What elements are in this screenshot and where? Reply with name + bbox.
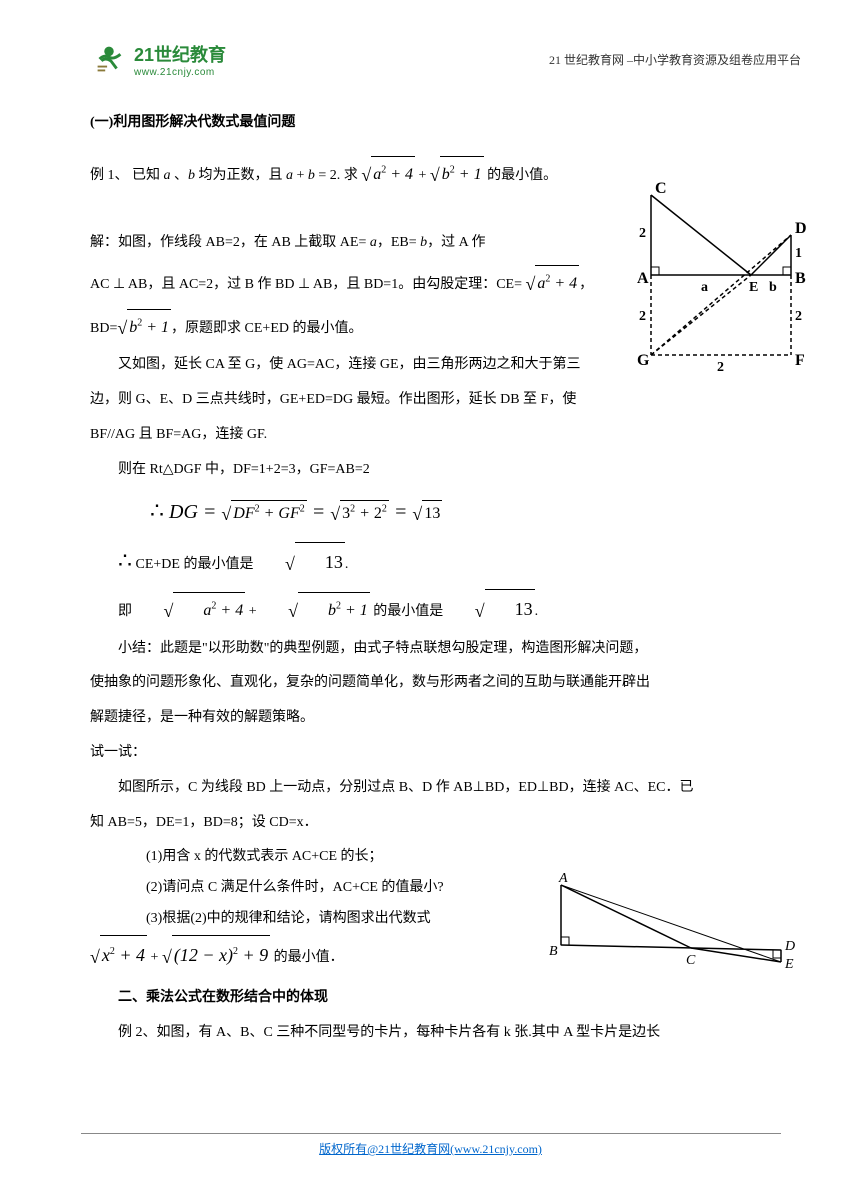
try-line-1: 如图所示，C 为线段 BD 上一动点，分别过点 B、D 作 AB⊥BD，ED⊥B… bbox=[90, 773, 801, 804]
solution-line-9: 即 √a2 + 4 + √b2 + 1 的最小值是 √13. bbox=[90, 589, 801, 630]
svg-text:2: 2 bbox=[795, 309, 802, 324]
logo-icon bbox=[90, 40, 128, 78]
section-1-title: (一)利用图形解决代数式最值问题 bbox=[90, 108, 801, 139]
summary-1: 小结：此题是"以形助数"的典型例题，由式子特点联想勾股定理，构造图形解决问题， bbox=[90, 634, 801, 665]
solution-line-7: 则在 Rt△DGF 中，DF=1+2=3，GF=AB=2 bbox=[90, 455, 801, 486]
solution-line-1: 解：如图，作线段 AB=2，在 AB 上截取 AE= a，EB= b，过 A 作 bbox=[90, 228, 600, 259]
example-1-text-2: 均为正数，且 bbox=[199, 168, 283, 183]
logo: 21世纪教育 www.21cnjy.com bbox=[90, 40, 226, 78]
svg-text:2: 2 bbox=[639, 309, 646, 324]
solution-line-4: 又如图，延长 CA 至 G，使 AG=AC，连接 GE，由三角形两边之和大于第三 bbox=[90, 350, 620, 381]
try-q2: (2)请问点 C 满足什么条件时，AC+CE 的值最小? bbox=[146, 873, 526, 904]
page-header: 21世纪教育 www.21cnjy.com 21 世纪教育网 –中小学教育资源及… bbox=[90, 40, 801, 78]
logo-title: 21世纪教育 bbox=[134, 41, 226, 67]
solution-line-2: AC ⊥ AB，且 AC=2，过 B 作 BD ⊥ AB，且 BD=1。由勾股定… bbox=[90, 263, 610, 303]
example-1-label: 例 1、 bbox=[90, 168, 129, 183]
example-1-text-1: 已知 bbox=[132, 168, 160, 183]
svg-text:A: A bbox=[558, 871, 568, 886]
svg-text:D: D bbox=[784, 939, 795, 954]
page-footer: 版权所有@21世纪教育网(www.21cnjy.com) bbox=[81, 1133, 781, 1157]
example-1-text-3: 求 bbox=[344, 168, 358, 183]
svg-text:E: E bbox=[749, 280, 758, 295]
svg-text:E: E bbox=[784, 957, 794, 970]
solution-line-8: ∴ CE+DE 的最小值是 √13. bbox=[90, 537, 801, 585]
example-2: 例 2、如图，有 A、B、C 三种不同型号的卡片，每种卡片各有 k 张.其中 A… bbox=[90, 1018, 801, 1049]
example-1-text-4: 的最小值。 bbox=[487, 168, 557, 183]
section-2-title: 二、乘法公式在数形结合中的体现 bbox=[90, 983, 801, 1014]
math-equation-1: ∴ DG = √DF2 + GF2 = √32 + 22 = √13 bbox=[150, 493, 801, 528]
try-label: 试一试： bbox=[90, 738, 801, 769]
try-q3: (3)根据(2)中的规律和结论，请构图求出代数式 bbox=[146, 904, 526, 935]
geometry-diagram-2: A B C D E bbox=[541, 870, 801, 970]
svg-text:C: C bbox=[655, 180, 667, 197]
svg-text:2: 2 bbox=[639, 226, 646, 241]
svg-text:G: G bbox=[637, 352, 650, 369]
solution-line-3: BD=√b2 + 1，原题即求 CE+ED 的最小值。 bbox=[90, 307, 610, 347]
summary-3: 解题捷径，是一种有效的解题策略。 bbox=[90, 703, 801, 734]
try-line-2: 知 AB=5，DE=1，BD=8；设 CD=x． bbox=[90, 808, 801, 839]
svg-text:a: a bbox=[701, 280, 708, 295]
svg-text:D: D bbox=[795, 220, 807, 237]
example-2-label: 例 2、 bbox=[118, 1025, 157, 1040]
logo-url: www.21cnjy.com bbox=[134, 67, 226, 78]
svg-text:1: 1 bbox=[795, 246, 802, 261]
svg-text:C: C bbox=[686, 953, 696, 968]
svg-text:A: A bbox=[637, 270, 649, 287]
header-right-text: 21 世纪教育网 –中小学教育资源及组卷应用平台 bbox=[549, 51, 801, 68]
summary-2: 使抽象的问题形象化、直观化，复杂的问题简单化，数与形两者之间的互助与联通能开辟出 bbox=[90, 668, 801, 699]
svg-text:F: F bbox=[795, 352, 805, 369]
svg-text:B: B bbox=[795, 270, 806, 287]
solution-label: 解： bbox=[90, 235, 118, 250]
geometry-diagram-1: C D A E B G F 2 1 a b 2 2 2 bbox=[631, 175, 811, 405]
solution-line-6: BF//AG 且 BF=AG，连接 GF. bbox=[90, 420, 801, 451]
try-q1: (1)用含 x 的代数式表示 AC+CE 的长； bbox=[146, 842, 526, 873]
svg-text:b: b bbox=[769, 280, 777, 295]
svg-text:B: B bbox=[549, 944, 558, 959]
svg-text:2: 2 bbox=[717, 360, 724, 375]
